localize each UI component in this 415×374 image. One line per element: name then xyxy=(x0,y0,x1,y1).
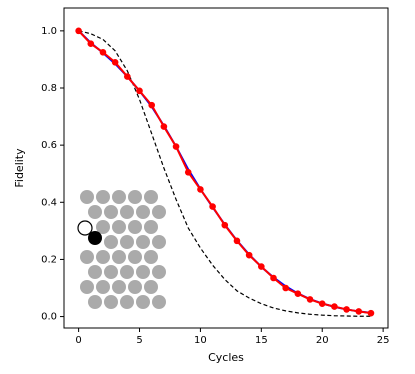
data-point xyxy=(331,303,338,310)
x-tick-label: 15 xyxy=(255,335,268,346)
y-tick-label: 0.6 xyxy=(41,140,57,151)
data-point xyxy=(209,203,216,210)
data-point xyxy=(136,87,143,95)
data-point xyxy=(306,296,314,303)
data-point xyxy=(355,308,363,315)
data-point xyxy=(148,101,155,109)
y-tick-label: 0.8 xyxy=(41,83,57,94)
data-point xyxy=(160,123,168,130)
data-point xyxy=(318,300,326,308)
data-point xyxy=(245,251,253,259)
y-tick-label: 1.0 xyxy=(41,26,57,37)
inset-lattice xyxy=(77,190,166,309)
x-tick-label: 0 xyxy=(75,335,81,346)
data-point xyxy=(172,143,180,150)
y-tick-label: 0.0 xyxy=(41,312,57,323)
data-point xyxy=(258,263,265,270)
x-tick-label: 20 xyxy=(316,335,329,346)
data-point xyxy=(111,58,119,66)
y-tick-label: 0.2 xyxy=(41,254,57,265)
plot-frame xyxy=(63,7,389,329)
x-tick-label: 25 xyxy=(377,335,390,346)
data-point xyxy=(343,306,350,313)
x-tick-label: 10 xyxy=(194,335,207,346)
series-line xyxy=(78,30,371,317)
x-tick-label: 5 xyxy=(136,335,142,346)
x-axis-label: Cycles xyxy=(208,351,244,364)
data-point xyxy=(270,274,277,282)
data-point xyxy=(124,73,131,80)
data-point xyxy=(233,237,241,245)
data-point xyxy=(294,290,302,298)
data-point xyxy=(75,27,82,35)
y-axis-label: Fidelity xyxy=(13,148,26,188)
y-tick-label: 0.4 xyxy=(41,197,57,208)
data-point xyxy=(197,186,204,193)
data-point xyxy=(184,168,192,176)
data-point xyxy=(282,284,289,292)
data-point xyxy=(367,309,375,317)
data-point xyxy=(221,221,229,229)
data-point xyxy=(87,40,95,48)
data-point xyxy=(99,48,107,56)
